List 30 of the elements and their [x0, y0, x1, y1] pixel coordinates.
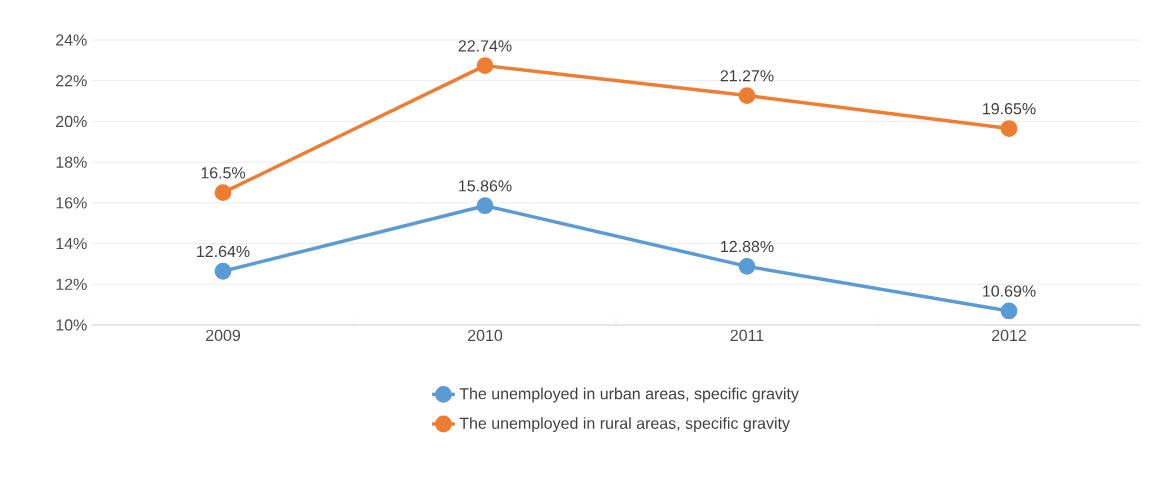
x-tick-label: 2009	[206, 329, 241, 342]
x-tick-label: 2012	[992, 329, 1026, 342]
point	[738, 87, 756, 104]
point	[476, 197, 494, 215]
point	[214, 262, 232, 280]
point	[476, 57, 494, 75]
point	[1000, 120, 1018, 137]
data-label: 21.27%	[720, 70, 774, 82]
data-label: 10.69%	[983, 285, 1036, 297]
data-label: 15.86%	[459, 180, 512, 192]
data-label: 12.64%	[197, 245, 250, 258]
point	[1000, 302, 1018, 320]
data-label: 22.74%	[458, 40, 512, 52]
y-tick-label: 10%	[56, 319, 87, 331]
data-label: 19.65%	[983, 103, 1036, 115]
y-tick-label: 20%	[56, 115, 87, 128]
point	[214, 184, 232, 202]
y-tick-label: 18%	[56, 156, 87, 168]
x-tick-label: 2011	[730, 329, 764, 342]
y-tick-label: 16%	[56, 197, 87, 209]
legend-label: The unemployed in rural areas, specific gravity	[459, 417, 790, 433]
y-tick-label: 14%	[56, 237, 87, 250]
y-tick-label: 12%	[56, 278, 87, 290]
point	[738, 257, 756, 275]
data-label: 12.88%	[721, 240, 774, 253]
y-tick-label: 22%	[56, 75, 87, 87]
data-label: 16.5%	[201, 167, 246, 179]
legend-label: The unemployed in urban areas, specific gravity	[459, 387, 799, 403]
y-tick-label: 24%	[56, 34, 87, 46]
x-tick-label: 2010	[468, 329, 503, 342]
